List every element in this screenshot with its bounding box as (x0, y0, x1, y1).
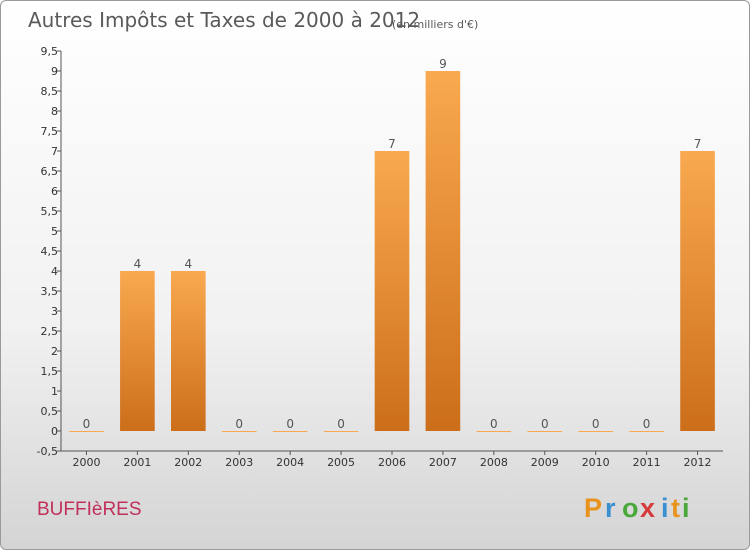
bar (120, 271, 155, 431)
bar (680, 151, 715, 431)
logo-letter: x (640, 493, 655, 523)
x-tick-label: 2006 (378, 456, 406, 469)
y-tick-label: 1,5 (41, 365, 59, 378)
y-tick-label: 7 (51, 145, 58, 158)
value-label: 0 (83, 417, 91, 431)
x-tick-label: 2005 (327, 456, 355, 469)
y-tick-label: 3,5 (41, 285, 59, 298)
bar (69, 431, 104, 432)
x-tick-label: 2000 (72, 456, 100, 469)
bar (323, 431, 359, 432)
y-tick-label: -0,5 (37, 445, 58, 458)
y-tick-label: 5,5 (41, 205, 59, 218)
value-label: 0 (286, 417, 294, 431)
y-tick-label: 4 (51, 265, 58, 278)
logo-letter: i (682, 493, 690, 523)
y-tick-label: 8 (51, 105, 58, 118)
logo-letter: o (622, 493, 639, 523)
y-tick-label: 6 (51, 185, 58, 198)
y-tick-label: 9,5 (41, 45, 59, 58)
x-tick-label: 2012 (684, 456, 712, 469)
logo-letter: r (605, 493, 616, 523)
bars (69, 71, 715, 432)
bar (425, 71, 461, 431)
y-tick-label: 3 (51, 305, 58, 318)
bar (527, 431, 563, 432)
chart-subtitle: (en milliers d'€) (392, 18, 478, 31)
y-tick-label: 4,5 (41, 245, 59, 258)
value-label: 7 (388, 137, 396, 151)
x-tick-label: 2004 (276, 456, 304, 469)
logo-letter: i (661, 493, 669, 523)
value-label: 0 (541, 417, 549, 431)
y-tick-label: 0,5 (41, 405, 59, 418)
x-tick-label: 2010 (582, 456, 610, 469)
x-tick-label: 2007 (429, 456, 457, 469)
chart-title: Autres Impôts et Taxes de 2000 à 2012 (28, 8, 420, 32)
value-label: 9 (439, 57, 447, 71)
value-label: 4 (134, 257, 142, 271)
value-label: 0 (490, 417, 498, 431)
bar (374, 151, 410, 431)
x-tick-label: 2002 (174, 456, 202, 469)
y-tick-label: 7,5 (41, 125, 59, 138)
x-tick-label: 2008 (480, 456, 508, 469)
bar (578, 431, 614, 432)
y-tick-label: 1 (51, 385, 58, 398)
value-label: 0 (643, 417, 651, 431)
x-tick-label: 2003 (225, 456, 253, 469)
value-label: 0 (235, 417, 243, 431)
y-tick-label: 9 (51, 65, 58, 78)
x-tick-label: 2001 (123, 456, 151, 469)
bar (476, 431, 512, 432)
y-tick-label: 6,5 (41, 165, 59, 178)
bar (272, 431, 308, 432)
y-tick-label: 2,5 (41, 325, 59, 338)
value-labels: 0 4 4 0 0 0 7 9 0 0 0 0 7 (83, 57, 702, 431)
bar (629, 431, 664, 432)
logo-letter: P (584, 493, 602, 523)
value-label: 7 (694, 137, 702, 151)
bar (221, 431, 257, 432)
x-tick-label: 2009 (531, 456, 559, 469)
commune-name: BUFFIèRES (37, 499, 142, 520)
value-label: 0 (592, 417, 600, 431)
x-tick-label: 2011 (633, 456, 661, 469)
logo-letter: t (671, 493, 680, 523)
value-label: 4 (184, 257, 192, 271)
axes: -0,5 0 0,5 1 1,5 2 2,5 3 3,5 4 4,5 5 5,5 6 6,5 7 7,5 8 8,5… (37, 45, 723, 469)
value-label: 0 (337, 417, 345, 431)
y-tick-label: 5 (51, 225, 58, 238)
bar (170, 271, 206, 431)
y-tick-label: 2 (51, 345, 58, 358)
y-tick-label: 8,5 (41, 85, 59, 98)
y-tick-label: 0 (51, 425, 58, 438)
